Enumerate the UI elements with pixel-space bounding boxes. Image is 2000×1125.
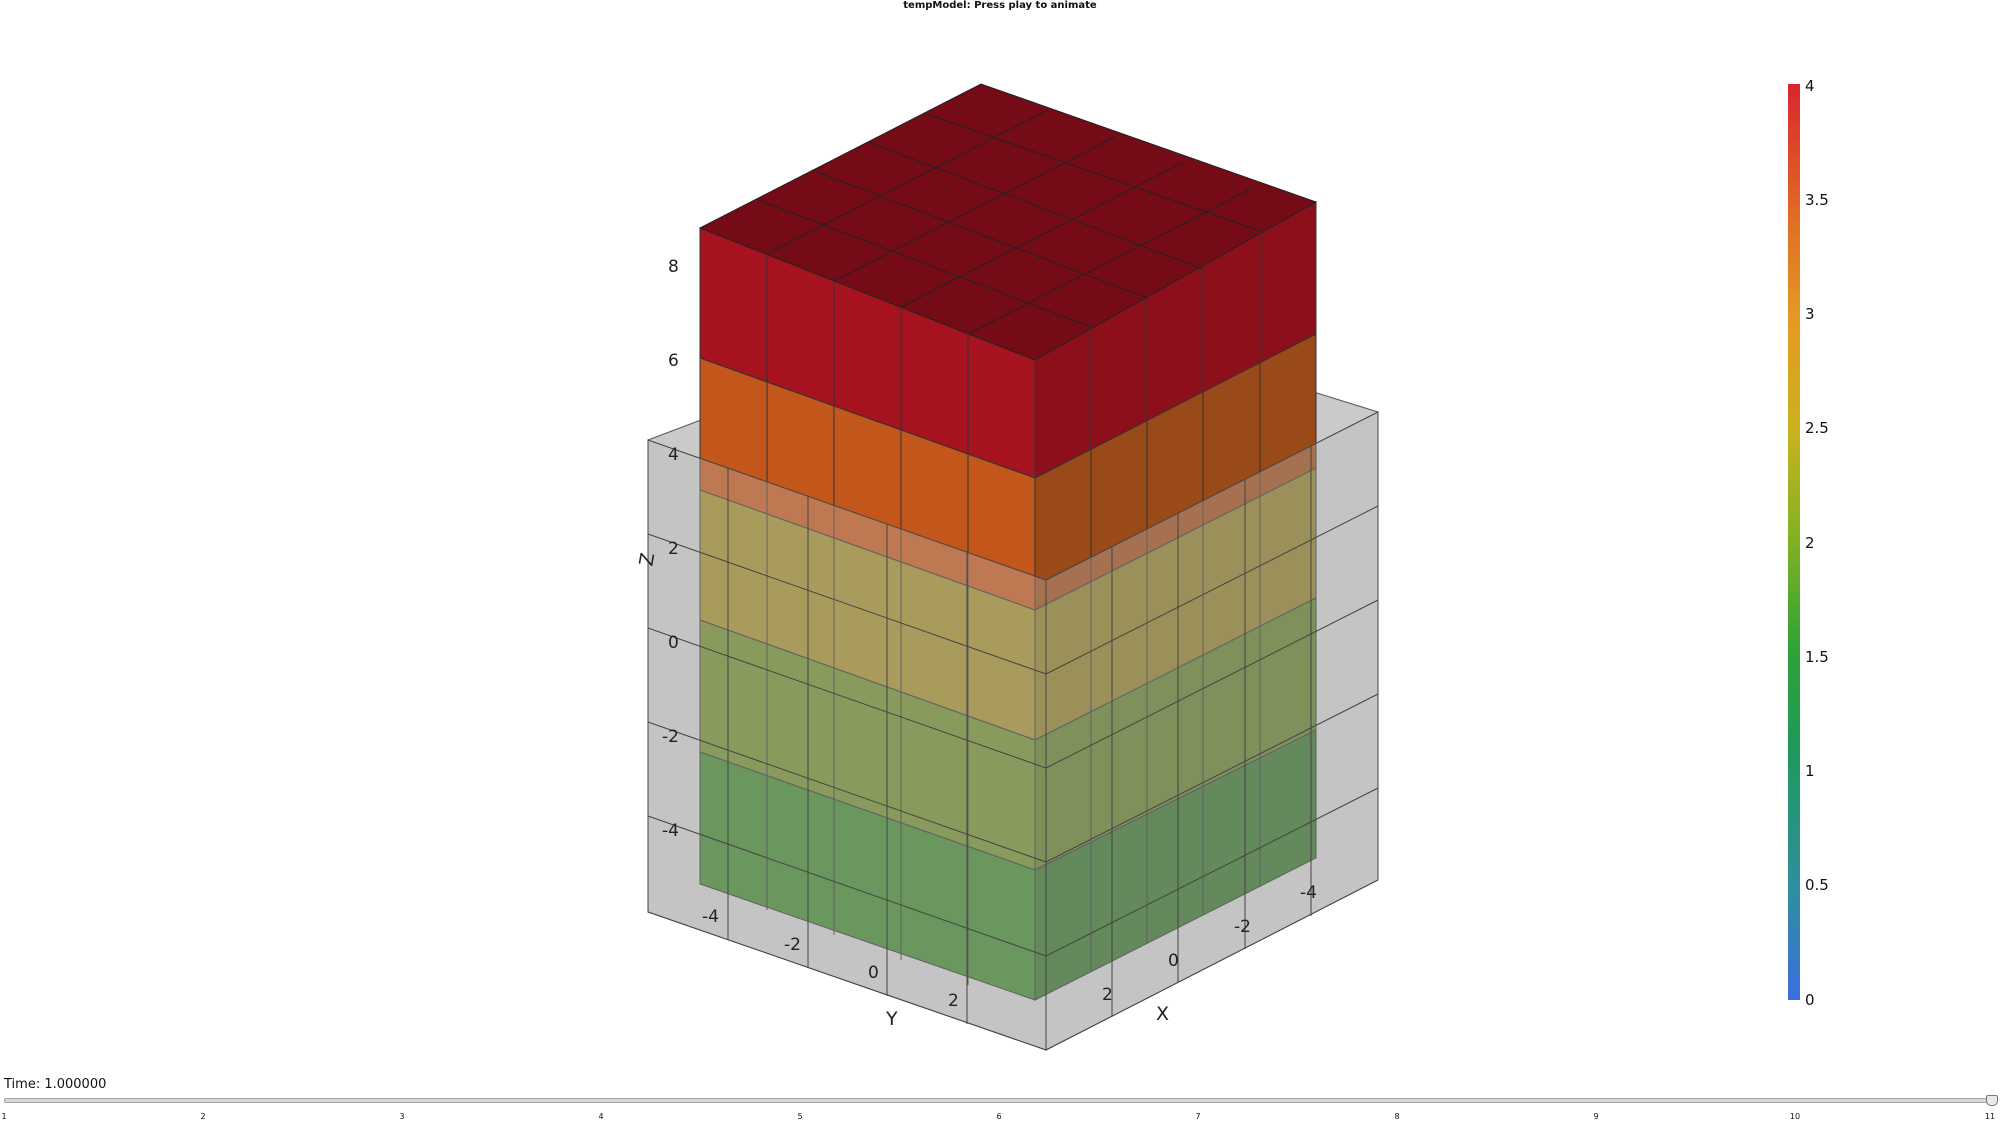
z-axis: 8 6 4 2 0 -2 -4 Z xyxy=(635,257,679,841)
colorbar-tick: 2 xyxy=(1805,534,1815,552)
colorbar-tick: 0 xyxy=(1805,991,1815,1009)
slider-tick: 4 xyxy=(598,1112,604,1121)
colorbar-tick: 1 xyxy=(1805,762,1815,780)
x-axis: 2 0 -2 -4 X xyxy=(1102,883,1317,1025)
slider-tick: 11 xyxy=(1984,1112,1996,1121)
z-tick: 0 xyxy=(668,633,679,653)
x-axis-title: X xyxy=(1156,1003,1169,1025)
plot-title: tempModel: Press play to animate xyxy=(903,0,1097,11)
slider-tick: 5 xyxy=(797,1112,803,1121)
colorbar-tick: 0.5 xyxy=(1805,876,1829,894)
y-tick: 2 xyxy=(948,991,959,1011)
slider-tick: 9 xyxy=(1593,1112,1599,1121)
3d-viewport[interactable]: 8 6 4 2 0 -2 -4 Z -4 -2 0 2 Y 2 0 -2 -4 … xyxy=(0,0,2000,1080)
colorbar-tick: 2.5 xyxy=(1805,419,1829,437)
colorbar: 4 3.5 3 2.5 2 1.5 1 0.5 0 xyxy=(1780,77,1850,1010)
time-slider[interactable]: 1 2 3 4 5 6 7 8 9 10 11 xyxy=(1,1095,1998,1125)
left-face-mesh xyxy=(766,254,969,985)
time-label: Time: 1.000000 xyxy=(4,1077,107,1092)
z-tick: 8 xyxy=(668,257,679,277)
y-tick: -2 xyxy=(784,935,801,955)
slider-tick: 7 xyxy=(1195,1112,1201,1121)
y-tick: 0 xyxy=(868,963,879,983)
colorbar-gradient xyxy=(1788,84,1800,1000)
x-tick: -2 xyxy=(1234,917,1251,937)
colorbar-tick: 3 xyxy=(1805,305,1815,323)
z-tick: -2 xyxy=(662,727,679,747)
slider-tick: 3 xyxy=(399,1112,405,1121)
slider-tick: 10 xyxy=(1789,1112,1801,1121)
colorbar-tick: 3.5 xyxy=(1805,191,1829,209)
z-tick: 6 xyxy=(668,351,679,371)
block-top-face xyxy=(698,83,1318,361)
x-tick: 2 xyxy=(1102,985,1113,1005)
slider-tick: 1 xyxy=(1,1112,7,1121)
x-tick: 0 xyxy=(1168,951,1179,971)
x-tick: -4 xyxy=(1300,883,1317,903)
slider-tick: 8 xyxy=(1394,1112,1400,1121)
slider-track[interactable] xyxy=(4,1098,1994,1103)
colorbar-tick: 1.5 xyxy=(1805,648,1829,666)
block-right-face xyxy=(1034,201,1317,1001)
z-tick: 4 xyxy=(668,445,679,465)
y-axis-title: Y xyxy=(885,1008,898,1030)
slider-tick: 6 xyxy=(996,1112,1002,1121)
y-tick: -4 xyxy=(702,907,719,927)
z-axis-title: Z xyxy=(635,551,659,568)
z-tick: 2 xyxy=(668,539,679,559)
slider-handle[interactable] xyxy=(1986,1095,1998,1106)
slider-tick: 2 xyxy=(200,1112,206,1121)
right-face-mesh xyxy=(1090,231,1261,972)
z-tick: -4 xyxy=(662,821,679,841)
reference-box-front xyxy=(647,411,1379,1051)
y-axis: -4 -2 0 2 Y xyxy=(702,907,959,1030)
mesh-scene[interactable]: 8 6 4 2 0 -2 -4 Z -4 -2 0 2 Y 2 0 -2 -4 … xyxy=(0,0,1700,1080)
colorbar-tick: 4 xyxy=(1805,77,1815,95)
